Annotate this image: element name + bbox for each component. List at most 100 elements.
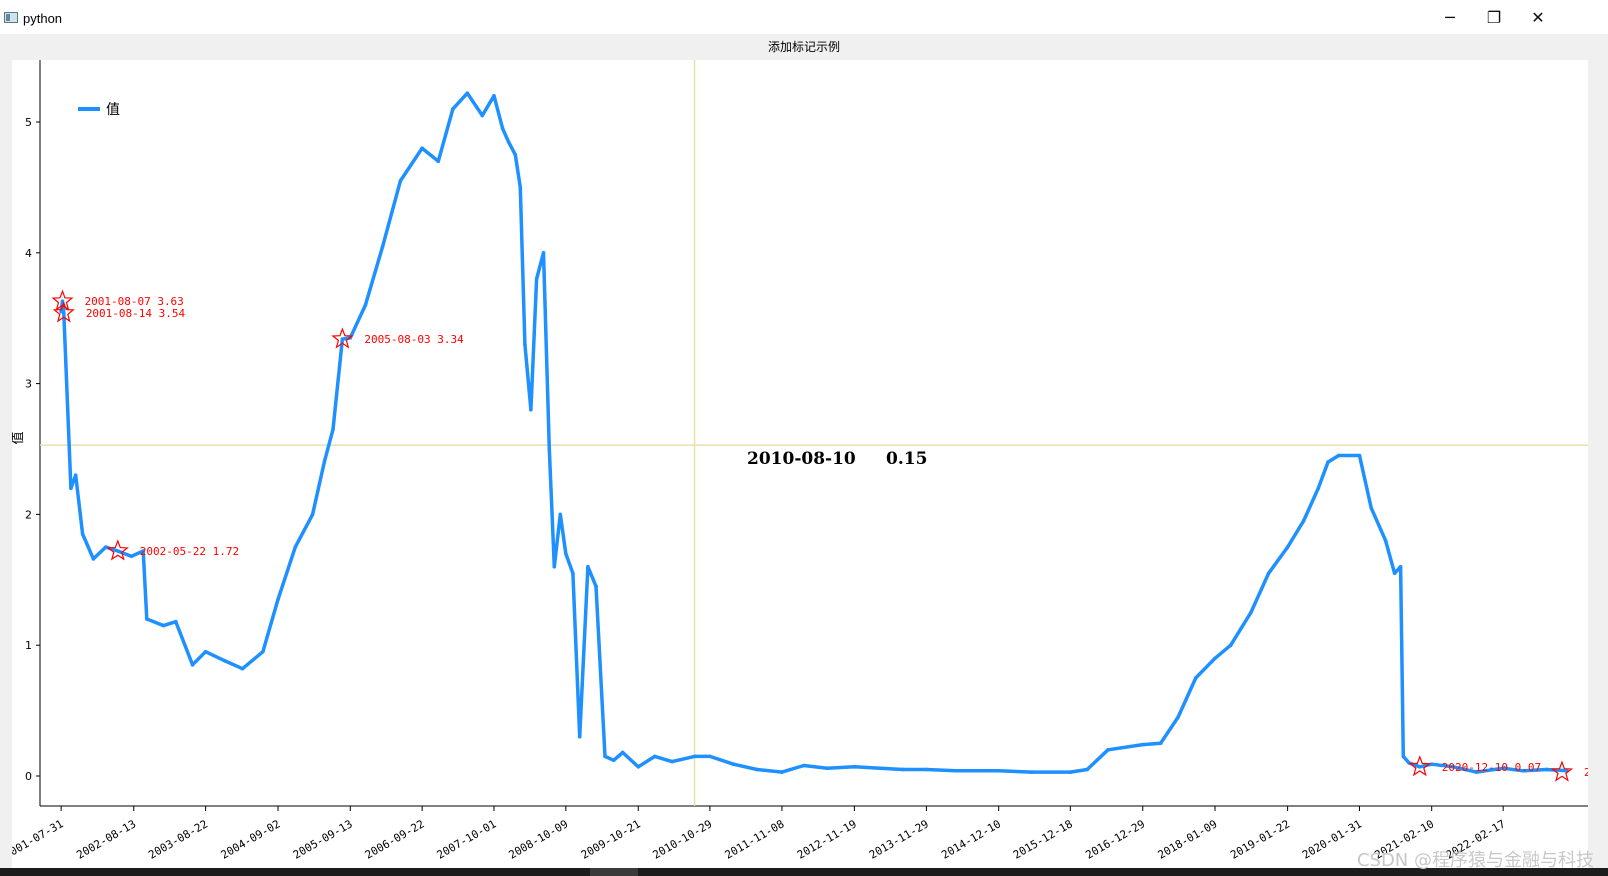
x-tick-label: 2011-11-08 xyxy=(723,817,787,861)
data-point xyxy=(541,251,546,255)
data-point xyxy=(73,473,78,477)
x-tick-label: 2012-11-19 xyxy=(795,817,859,861)
data-point xyxy=(1301,519,1306,523)
series-line[interactable] xyxy=(59,91,1568,774)
data-point xyxy=(924,767,929,772)
data-point xyxy=(451,107,455,111)
data-point xyxy=(513,152,518,157)
data-point xyxy=(62,311,66,315)
data-point xyxy=(1544,767,1549,772)
x-tick-label: 2015-12-18 xyxy=(1011,817,1075,861)
data-point xyxy=(1451,765,1455,769)
data-point xyxy=(603,754,607,759)
y-tick-label: 0 xyxy=(25,770,32,783)
data-point xyxy=(1383,538,1388,543)
data-point xyxy=(1085,767,1090,772)
data-point xyxy=(506,139,511,144)
data-point xyxy=(480,113,485,118)
data-point xyxy=(465,91,470,96)
data-point xyxy=(190,663,195,667)
marker-star[interactable] xyxy=(1408,755,1431,777)
data-point xyxy=(1316,486,1321,491)
data-point xyxy=(996,768,1001,773)
x-tick-label: 2003-08-22 xyxy=(146,817,210,861)
data-point xyxy=(523,342,527,347)
marker-label: 202 xyxy=(1584,766,1588,779)
data-point xyxy=(129,554,134,559)
y-tick-label: 3 xyxy=(25,378,32,391)
data-point xyxy=(518,185,523,190)
marker-label: 2005-08-03 3.34 xyxy=(364,333,464,346)
data-point xyxy=(141,549,145,553)
data-point xyxy=(692,754,697,759)
crosshair-value-label: 0.15 xyxy=(886,449,927,469)
legend-label: 值 xyxy=(106,102,120,118)
data-point xyxy=(1140,742,1145,747)
x-tick-label: 2006-09-22 xyxy=(363,817,427,861)
data-point xyxy=(558,512,563,517)
data-point xyxy=(1266,571,1271,576)
data-point xyxy=(529,407,533,412)
data-point xyxy=(1369,506,1373,510)
data-point xyxy=(552,564,557,569)
data-point xyxy=(1030,770,1034,774)
data-point xyxy=(611,758,616,763)
data-point xyxy=(363,303,368,307)
data-point xyxy=(145,617,149,621)
marker-label: 2020-12-10 0.07 xyxy=(1442,761,1541,774)
data-point xyxy=(1326,460,1330,464)
data-point xyxy=(852,765,857,769)
x-tick-label: 2020-01-31 xyxy=(1300,817,1364,861)
data-point xyxy=(1501,766,1505,770)
marker-star[interactable] xyxy=(331,327,354,349)
data-point xyxy=(1193,676,1198,680)
data-point xyxy=(577,734,582,739)
data-point xyxy=(1228,643,1233,647)
data-point xyxy=(116,549,120,553)
plot-canvas[interactable]: 0 1 2 3 4 5 值 2001-07-31 2002-08-13 2003-08-22 200… xyxy=(12,60,1588,868)
x-tick-label: 2007-10-01 xyxy=(435,817,499,861)
x-tick-label: 2008-10-09 xyxy=(506,817,570,861)
data-point xyxy=(731,762,736,767)
taskbar-tab[interactable] xyxy=(590,868,638,876)
data-point xyxy=(91,557,96,561)
data-point xyxy=(1249,610,1253,615)
crosshair-date-label: 2010-08-10 xyxy=(747,449,856,469)
data-point xyxy=(670,759,674,764)
data-point xyxy=(59,309,63,314)
marker-star[interactable] xyxy=(1550,760,1574,782)
y-tick-label: 1 xyxy=(25,639,32,652)
data-point xyxy=(223,659,227,663)
data-point xyxy=(1521,768,1525,773)
marker-star[interactable] xyxy=(52,301,75,323)
data-point xyxy=(436,159,441,164)
data-point xyxy=(69,486,73,491)
data-point xyxy=(1285,545,1290,549)
data-point xyxy=(708,754,712,759)
data-point xyxy=(203,649,208,654)
data-point xyxy=(586,564,590,569)
data-point xyxy=(1336,453,1341,458)
data-point xyxy=(420,146,424,150)
data-point xyxy=(80,532,85,536)
data-point xyxy=(802,763,806,768)
y-axis-label: 值 xyxy=(12,431,26,444)
data-point xyxy=(293,545,298,549)
data-point xyxy=(954,768,958,773)
data-point xyxy=(331,427,335,432)
y-tick-label: 2 xyxy=(25,508,32,521)
data-point xyxy=(1429,762,1434,767)
x-tick-label: 2018-01-09 xyxy=(1156,817,1220,861)
restore-button[interactable]: ❐ xyxy=(1486,7,1502,27)
marker-star[interactable] xyxy=(106,539,129,561)
watermark: CSDN @程序猿与金融与科技 xyxy=(1356,850,1594,871)
x-tick-label: 2010-10-29 xyxy=(651,817,715,861)
data-point xyxy=(1357,453,1362,458)
data-point xyxy=(261,649,265,654)
minimize-button[interactable]: ─ xyxy=(1445,7,1455,27)
data-point xyxy=(398,179,403,183)
close-button[interactable]: ✕ xyxy=(1531,7,1545,27)
data-point xyxy=(901,767,906,772)
taskbar xyxy=(0,868,1608,876)
